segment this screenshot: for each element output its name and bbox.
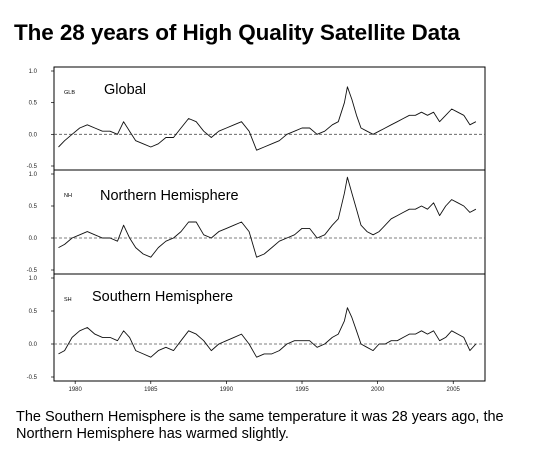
page-title: The 28 years of High Quality Satellite D… — [14, 20, 460, 45]
y-tick-label: 0.0 — [29, 132, 38, 138]
satellite-temperature-chart: -0.5 0.0 0.5 1.0 GLB Global -0.5 0.0 0.5 1.0 NH Nor… — [27, 66, 486, 393]
panel-code-label: NH — [64, 193, 72, 199]
y-tick-label: 1.0 — [29, 276, 38, 282]
x-tick-label: 1980 — [68, 387, 82, 393]
panel-frame-sh — [53, 273, 486, 382]
y-tick-label: 0.5 — [29, 101, 38, 107]
y-tick-label: 0.5 — [29, 309, 38, 315]
series-line-sh — [58, 307, 477, 358]
y-tick-label: 0.0 — [29, 236, 38, 242]
panel-title-label: Global — [104, 82, 146, 98]
y-tick-label: 1.0 — [29, 172, 38, 178]
series-line-glb — [58, 86, 477, 151]
y-tick-label: -0.5 — [27, 268, 38, 274]
figure-caption: The Southern Hemisphere is the same temp… — [16, 409, 504, 442]
x-tick-label: 1985 — [144, 387, 158, 393]
panel-frame-nh — [53, 169, 486, 275]
x-tick-label: 1990 — [220, 387, 234, 393]
y-tick-label: 1.0 — [29, 69, 38, 75]
panel-title-label: Northern Hemisphere — [100, 188, 239, 204]
panel-code-label: GLB — [64, 90, 75, 96]
y-tick-label: -0.5 — [27, 164, 38, 170]
x-tick-label: 1995 — [295, 387, 309, 393]
series-line-nh — [58, 176, 477, 258]
x-tick-label: 2005 — [447, 387, 461, 393]
x-tick-label: 2000 — [371, 387, 385, 393]
y-tick-label: 0.0 — [29, 342, 38, 348]
panel-title-label: Southern Hemisphere — [92, 289, 233, 305]
panel-code-label: SH — [64, 297, 72, 303]
y-tick-label: 0.5 — [29, 204, 38, 210]
y-tick-label: -0.5 — [27, 375, 38, 381]
